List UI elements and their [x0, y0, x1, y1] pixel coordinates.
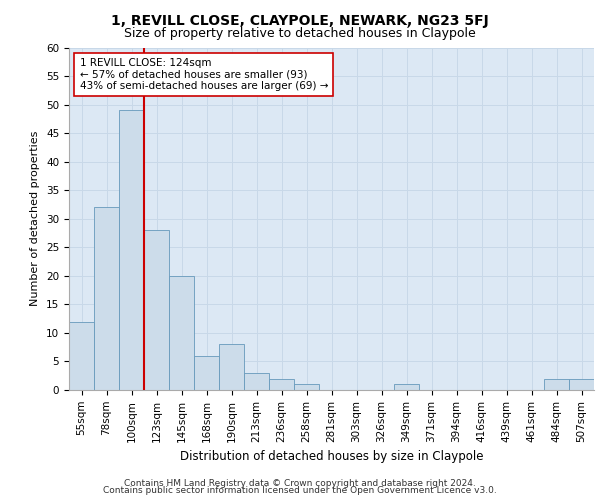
- Text: Contains HM Land Registry data © Crown copyright and database right 2024.: Contains HM Land Registry data © Crown c…: [124, 478, 476, 488]
- Bar: [294, 384, 319, 390]
- Bar: [219, 344, 244, 390]
- Bar: [119, 110, 144, 390]
- Bar: [269, 378, 294, 390]
- Y-axis label: Number of detached properties: Number of detached properties: [31, 131, 40, 306]
- Bar: [394, 384, 419, 390]
- Bar: [194, 356, 219, 390]
- Bar: [169, 276, 194, 390]
- Bar: [544, 378, 569, 390]
- Bar: [94, 208, 119, 390]
- Bar: [244, 373, 269, 390]
- X-axis label: Distribution of detached houses by size in Claypole: Distribution of detached houses by size …: [180, 450, 483, 463]
- Text: 1, REVILL CLOSE, CLAYPOLE, NEWARK, NG23 5FJ: 1, REVILL CLOSE, CLAYPOLE, NEWARK, NG23 …: [111, 14, 489, 28]
- Text: Size of property relative to detached houses in Claypole: Size of property relative to detached ho…: [124, 28, 476, 40]
- Bar: [144, 230, 169, 390]
- Bar: [69, 322, 94, 390]
- Text: Contains public sector information licensed under the Open Government Licence v3: Contains public sector information licen…: [103, 486, 497, 495]
- Bar: [569, 378, 594, 390]
- Text: 1 REVILL CLOSE: 124sqm
← 57% of detached houses are smaller (93)
43% of semi-det: 1 REVILL CLOSE: 124sqm ← 57% of detached…: [79, 58, 328, 91]
